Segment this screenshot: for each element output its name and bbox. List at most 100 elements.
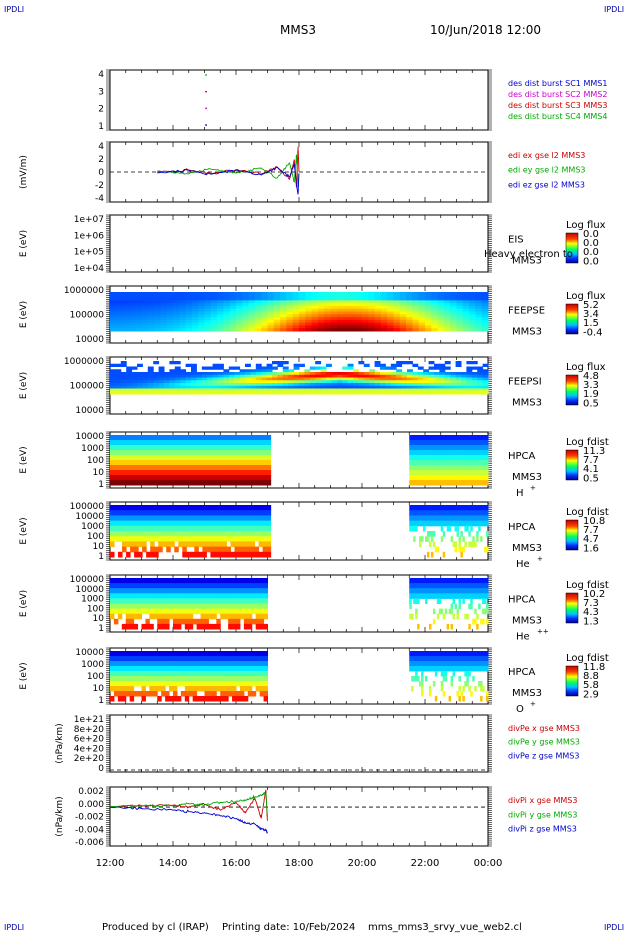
spectrogram-cell — [186, 455, 191, 461]
spectrogram-cell — [486, 583, 489, 589]
spectrogram-cell — [188, 671, 194, 677]
spectrogram-cell — [482, 480, 485, 486]
spectrogram-cell — [247, 598, 253, 604]
spectrogram-cell — [242, 300, 250, 304]
spectrogram-cell — [342, 388, 349, 392]
spectrogram-cell — [349, 319, 357, 324]
spectrogram-cell — [482, 593, 485, 599]
spectrogram-cell — [458, 583, 461, 589]
spectrogram-cell — [470, 691, 473, 697]
spectrogram-cell — [475, 311, 483, 315]
spectrogram-cell — [194, 440, 199, 446]
spectrogram-cell — [261, 325, 268, 329]
spectrogram-cell — [330, 322, 338, 326]
spectrogram-cell — [160, 305, 168, 310]
spectrogram-cell — [478, 583, 481, 589]
spectrogram-cell — [115, 369, 122, 373]
spectrogram-cell — [438, 608, 442, 615]
spectrogram-cell — [122, 305, 130, 310]
spectrogram-cell — [250, 465, 256, 471]
spectrogram-cell — [146, 435, 151, 441]
spectrogram-cell — [330, 325, 338, 329]
spectrogram-cell — [311, 292, 319, 296]
spectrogram-cell — [466, 465, 469, 471]
spectrogram-cell — [169, 391, 176, 395]
spectrogram-cell — [412, 322, 420, 326]
spectrogram-cell — [180, 651, 186, 657]
spectrogram-cell — [437, 297, 445, 301]
spectrogram-cell — [468, 671, 471, 677]
spectrogram-cell — [234, 455, 240, 461]
spectrogram-cell — [128, 325, 136, 329]
spectrogram-cell — [110, 325, 117, 329]
spectrogram-cell — [421, 445, 424, 451]
spectrogram-cell — [247, 608, 253, 615]
spectrogram-cell — [385, 385, 392, 389]
spectrogram-cell — [415, 520, 418, 527]
spectrogram-cell — [154, 531, 159, 537]
spectrogram-cell — [118, 551, 123, 558]
spectrogram-cell — [142, 388, 149, 392]
spectrogram-cell — [206, 505, 211, 511]
spectrogram-cell — [446, 593, 450, 599]
spectrogram-cell — [196, 598, 202, 604]
spectrogram-cell — [262, 475, 268, 481]
spectrogram-cell — [331, 388, 338, 392]
spectrogram-cell — [425, 505, 428, 511]
spectrogram-cell — [418, 292, 426, 296]
spectrogram-cell — [462, 311, 470, 315]
spectrogram-cell — [421, 460, 424, 466]
spectrogram-cell — [292, 294, 300, 299]
spectrogram-cell — [438, 515, 442, 522]
spectrogram-cell — [202, 465, 207, 471]
spectrogram-cell — [331, 383, 338, 387]
spectrogram-cell — [188, 623, 194, 630]
spectrogram-cell — [482, 470, 485, 476]
spectrogram-cell — [246, 435, 252, 441]
spectrogram-cell — [141, 297, 149, 301]
spectrogram-cell — [349, 317, 357, 321]
spectrogram-cell — [461, 383, 467, 387]
spectrogram-cell — [454, 435, 457, 441]
spectrogram-cell — [164, 380, 170, 384]
spectrogram-cell — [110, 322, 117, 326]
spectrogram-cell — [349, 305, 357, 310]
spectrogram-cell — [190, 440, 195, 446]
spectrogram-cell — [250, 520, 256, 527]
spectrogram-cell — [224, 686, 229, 692]
spectrogram-cell — [474, 656, 477, 662]
spectrogram-cell — [286, 297, 294, 301]
spectrogram-cell — [362, 325, 369, 329]
spectrogram-cell — [247, 681, 253, 687]
spectrogram-cell — [266, 391, 273, 395]
spectrogram-cell — [110, 450, 115, 456]
spectrogram-cell — [191, 363, 197, 367]
spectrogram-cell — [450, 317, 457, 321]
spectrogram-cell — [266, 510, 272, 516]
spectrogram-cell — [466, 656, 469, 662]
spectrogram-cell — [228, 671, 233, 677]
spectrogram-cell — [444, 465, 448, 471]
spectrogram-cell — [245, 391, 251, 395]
spectrogram-cell — [153, 686, 158, 692]
spectrogram-cell — [455, 380, 462, 384]
spectrogram-cell — [133, 656, 139, 662]
spectrogram-cell — [482, 583, 485, 589]
spectrogram-cell — [454, 525, 457, 532]
spectrogram-cell — [438, 578, 442, 584]
spectrogram-cell — [374, 314, 382, 318]
spectrogram-cell — [243, 593, 249, 599]
spectrogram — [110, 292, 489, 332]
spectrogram-cell — [178, 445, 183, 451]
spectrogram-cell — [202, 546, 207, 553]
spectrogram-cell — [305, 292, 313, 296]
spectrogram-cell — [153, 588, 158, 594]
spectrogram-cell — [466, 383, 473, 387]
spectrogram-cell — [425, 300, 432, 304]
spectrogram-cell — [223, 317, 231, 321]
spectrogram-cell — [138, 475, 143, 481]
spectrogram-cell — [251, 666, 257, 672]
spectrogram-cell — [218, 515, 223, 522]
spectrogram-cell — [409, 450, 412, 456]
spectrogram-cell — [423, 377, 430, 381]
